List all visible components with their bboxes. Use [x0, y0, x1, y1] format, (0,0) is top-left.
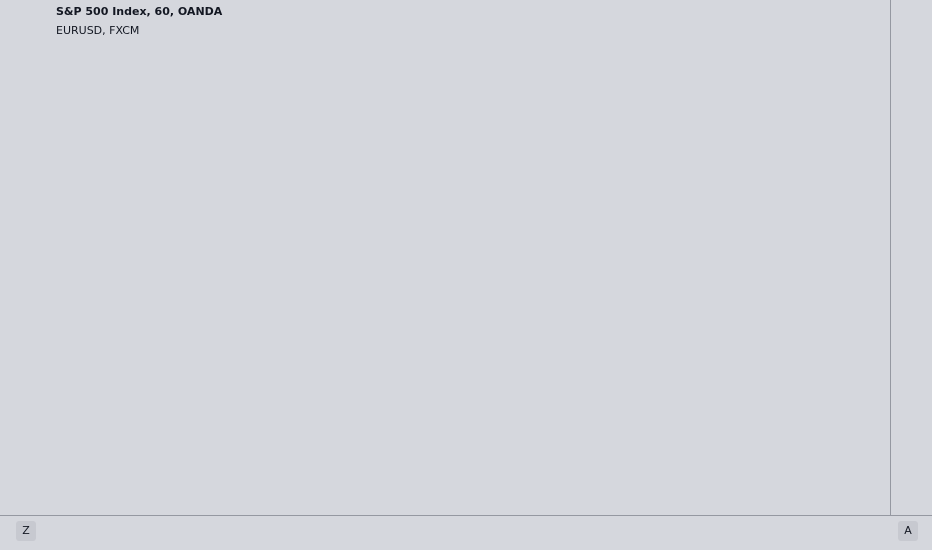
series-name: EURUSD, FXCM	[56, 24, 139, 37]
auto-scale-button-label[interactable]: A	[904, 524, 912, 537]
zoom-button-label[interactable]: Z	[22, 524, 30, 537]
chart-title: S&P 500 Index, 60, OANDA	[56, 5, 223, 18]
auto-scale-button[interactable]	[898, 521, 918, 541]
zoom-button[interactable]	[16, 521, 36, 541]
